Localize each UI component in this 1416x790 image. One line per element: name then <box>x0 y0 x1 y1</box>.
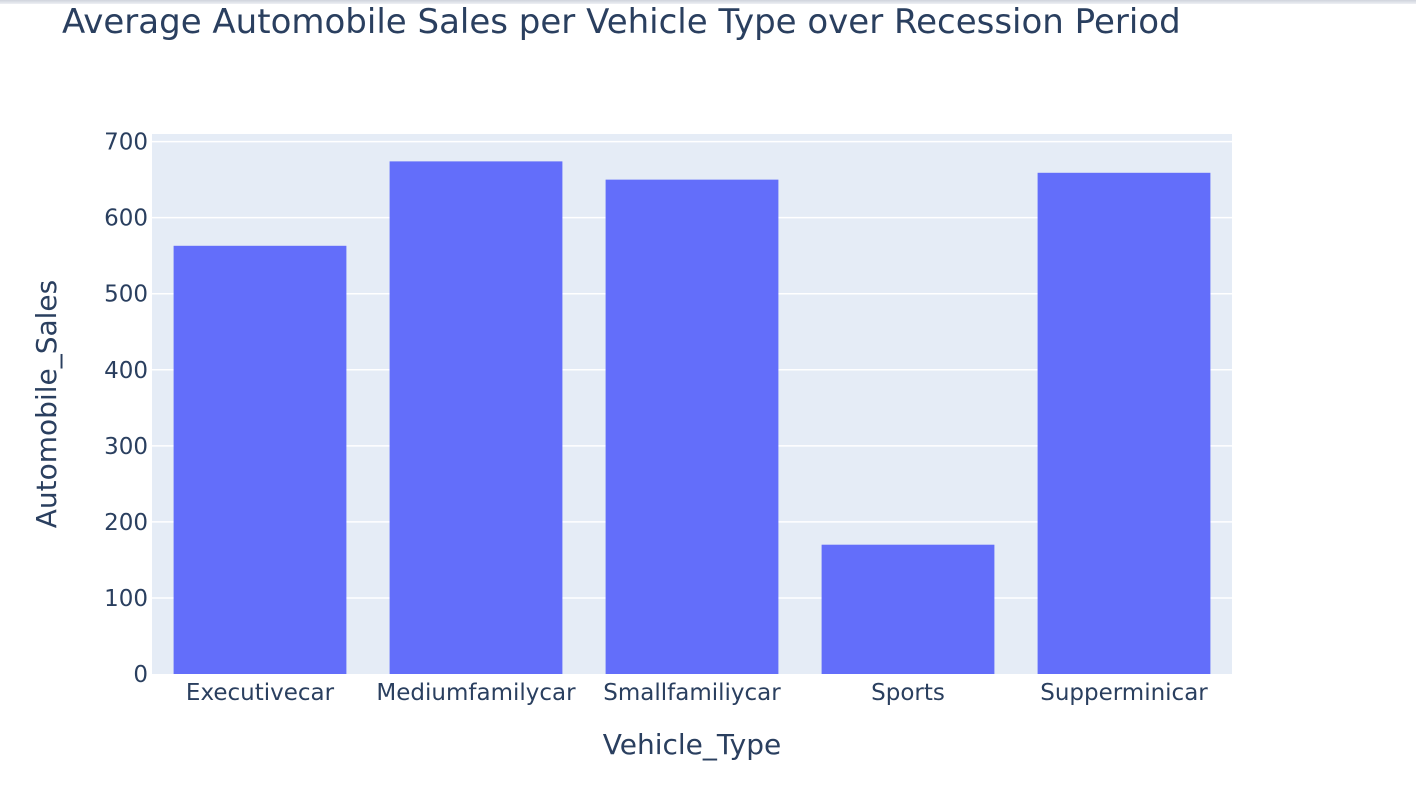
bar-mediumfamilycar[interactable] <box>389 161 563 675</box>
y-tick-label: 700 <box>104 130 148 156</box>
top-border <box>0 0 1416 4</box>
chart-title: Average Automobile Sales per Vehicle Typ… <box>62 2 1181 42</box>
y-tick-label: 400 <box>104 358 148 384</box>
x-tick-label: Supperminicar <box>1040 680 1208 706</box>
y-tick-label: 600 <box>104 206 148 232</box>
x-axis-ticks: Executivecar Mediumfamilycar Smallfamiliyc… <box>186 680 1208 706</box>
x-tick-label: Executivecar <box>186 680 335 706</box>
y-tick-label: 300 <box>104 434 148 460</box>
x-axis-title: Vehicle_Type <box>603 728 781 761</box>
x-tick-label: Smallfamiliycar <box>603 680 781 706</box>
bars <box>173 161 1211 675</box>
bar-executivecar[interactable] <box>173 245 347 675</box>
y-axis-ticks: 0 100 200 300 400 500 600 700 <box>104 130 148 688</box>
bar-supperminicar[interactable] <box>1037 172 1211 674</box>
x-tick-label: Sports <box>871 680 945 706</box>
bar-sports[interactable] <box>821 544 995 674</box>
y-tick-label: 100 <box>104 586 148 612</box>
y-tick-label: 200 <box>104 510 148 536</box>
y-tick-label: 0 <box>133 662 148 688</box>
y-axis-title: Automobile_Sales <box>30 280 63 529</box>
y-tick-label: 500 <box>104 282 148 308</box>
x-tick-label: Mediumfamilycar <box>376 680 576 706</box>
bar-smallfamiliycar[interactable] <box>605 179 779 675</box>
